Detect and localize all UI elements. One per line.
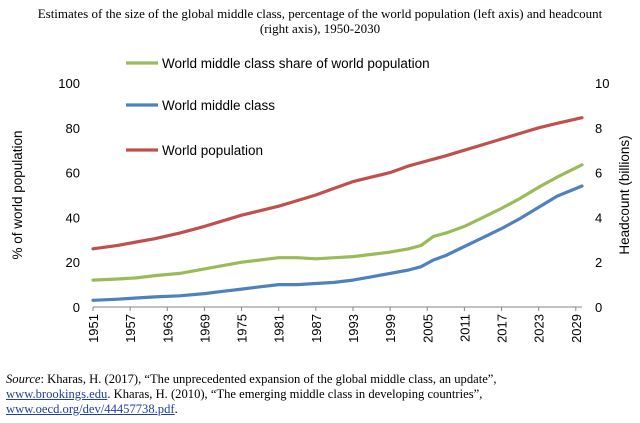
source-text-1: : Kharas, H. (2017), “The unprecedented … xyxy=(40,372,497,386)
chart-title: Estimates of the size of the global midd… xyxy=(0,6,640,36)
legend-label: World middle class share of world popula… xyxy=(162,56,430,71)
y-right-tick-label: 8 xyxy=(595,121,602,136)
x-tick-label: 1987 xyxy=(309,314,324,343)
x-tick-label: 2017 xyxy=(495,314,510,343)
y-left-tick-label: 40 xyxy=(66,210,80,225)
chart: 0 20 40 60 80 100 0 2 4 6 8 10 1951 1957 1963 1969 1975 1… xyxy=(10,56,632,343)
chart-title-line-2: (right axis), 1950-2030 xyxy=(259,21,381,36)
source-text-2: . Kharas, H. (2010), “The emerging middl… xyxy=(107,387,483,401)
y-right-tick-label: 10 xyxy=(595,76,609,91)
x-tick-label: 1951 xyxy=(86,314,101,343)
legend-label: World population xyxy=(162,143,263,158)
y-right-tick-label: 2 xyxy=(595,255,602,270)
brookings-link[interactable]: www.brookings.edu xyxy=(6,387,108,401)
x-tick-label: 1981 xyxy=(272,314,287,343)
x-tick-label: 2029 xyxy=(569,314,584,343)
world-middle-class-line xyxy=(91,184,584,302)
y-left-tick-label: 100 xyxy=(58,76,80,91)
x-tick-label: 1969 xyxy=(197,314,212,343)
x-tick-label: 1957 xyxy=(123,314,138,343)
world-middle-class-share-of-world-population-line xyxy=(91,163,584,282)
chart-title-line-1: Estimates of the size of the global midd… xyxy=(37,6,603,21)
y-left-tick-label: 20 xyxy=(66,255,80,270)
y-right-tick-label: 4 xyxy=(595,210,602,225)
x-tick-label: 1993 xyxy=(346,314,361,343)
source-label: Source xyxy=(6,372,41,386)
x-tick-label: 2011 xyxy=(457,314,472,342)
source-end: . xyxy=(174,402,178,416)
y-left-axis-title: % of world population xyxy=(10,130,25,259)
source-line-1: Source: Kharas, H. (2017), “The unpreced… xyxy=(6,372,632,387)
x-tick-label: 2005 xyxy=(420,314,435,343)
source-note: Source: Kharas, H. (2017), “The unpreced… xyxy=(6,372,632,417)
x-tick-label: 1963 xyxy=(160,314,175,343)
x-tick-label: 1975 xyxy=(235,314,250,343)
y-left-tick-label: 80 xyxy=(66,121,80,136)
y-right-tick-label: 0 xyxy=(595,300,602,315)
world-population-line xyxy=(91,116,584,251)
source-line-3: www.oecd.org/dev/44457738.pdf. xyxy=(6,402,632,417)
oecd-link[interactable]: www.oecd.org/dev/44457738.pdf xyxy=(6,402,175,416)
y-right-tick-label: 6 xyxy=(595,166,602,181)
y-left-tick-label: 0 xyxy=(73,300,80,315)
y-left-tick-label: 60 xyxy=(66,166,80,181)
x-tick-label: 1999 xyxy=(383,314,398,343)
legend-label: World middle class xyxy=(162,98,275,113)
y-right-axis-title: Headcount (billions) xyxy=(617,135,632,254)
source-line-2: www.brookings.edu. Kharas, H. (2010), “T… xyxy=(6,387,632,402)
x-tick-label: 2023 xyxy=(532,314,547,343)
